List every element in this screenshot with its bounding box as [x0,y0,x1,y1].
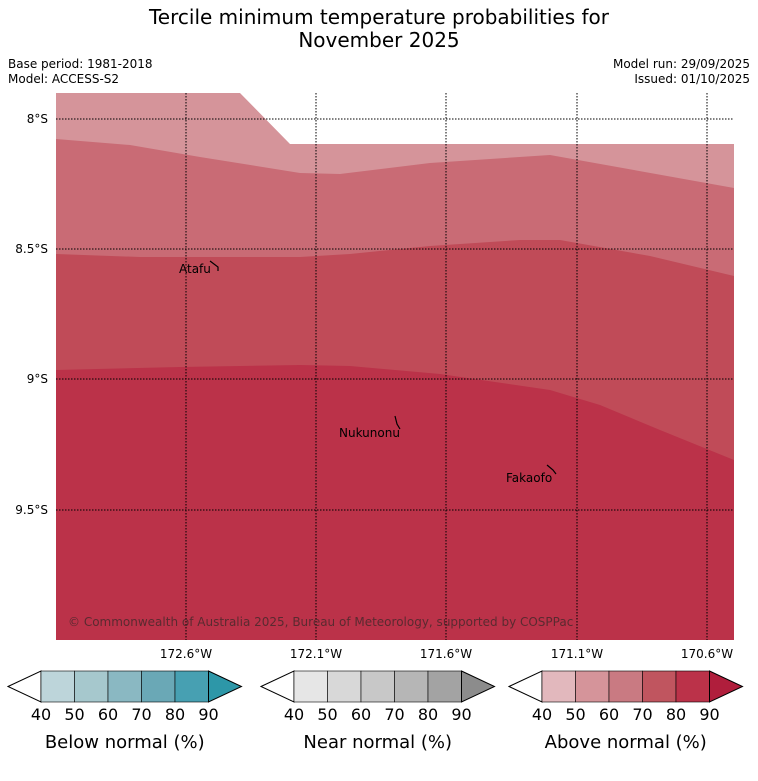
colorbar-segment [427,670,462,703]
lat-label-8-5s: 8.5°S [15,242,48,256]
colorbar-tick-label: 40 [31,705,51,724]
colorbar-tick-label: 60 [98,705,118,724]
meta-right: Model run: 29/09/2025 Issued: 01/10/2025 [613,57,750,87]
colorbar-tick-label: 90 [198,705,218,724]
colorbar-segment [608,670,643,703]
colorbar-tick-label: 80 [165,705,185,724]
colorbar-above-normal: 40 50 60 70 80 90 Above normal (%) [507,670,744,753]
colorbar-extend-low [259,670,295,703]
base-period: Base period: 1981-2018 [8,57,153,71]
lon-label-170-6w: 170.6°W [681,647,733,661]
colorbar-segment [107,670,142,703]
place-label-fakaofo: Fakaofo [506,471,552,485]
nukunonu-island-icon [394,415,401,430]
colorbar-tick-label: 60 [351,705,371,724]
colorbar-tick-label: 90 [699,705,719,724]
colorbar-extend-high [709,670,744,703]
colorbar-title: Below normal (%) [45,732,205,753]
place-label-atafu: Atafu [179,262,211,276]
lat-label-9s: 9°S [27,372,48,386]
colorbar-tick-label: 80 [666,705,686,724]
colorbar-tick-label: 40 [532,705,552,724]
colorbar-segment [575,670,610,703]
colorbar-tick-label: 40 [284,705,304,724]
colorbar-extend-low [6,670,42,703]
colorbar-segment [642,670,677,703]
colorbar-tick-label: 70 [384,705,404,724]
colorbar-title: Above normal (%) [545,732,707,753]
colorbar-tick-label: 50 [565,705,585,724]
model-run: Model run: 29/09/2025 [612,57,750,71]
colorbar-extend-low [507,670,543,703]
meta-left: Base period: 1981-2018 Model: ACCESS-S2 [8,57,153,87]
colorbar-near-normal: 40 50 60 70 80 90 Near normal (%) [259,670,496,753]
copyright-notice: © Commonwealth of Australia 2025, Bureau… [68,615,573,629]
lat-label-9-5s: 9.5°S [15,503,48,517]
colorbar-tick-label: 60 [599,705,619,724]
colorbar-tick-label: 80 [418,705,438,724]
colorbar-segment [675,670,710,703]
lon-label-172-1w: 172.1°W [290,647,342,661]
lon-label-172-6w: 172.6°W [160,647,212,661]
colorbar-segment [293,670,328,703]
atafu-island-icon [209,260,219,271]
colorbar-segment [541,670,576,703]
place-label-nukunonu: Nukunonu [339,426,400,440]
lat-label-8s: 8°S [27,112,48,126]
probability-map [56,93,734,640]
colorbar-segment [40,670,75,703]
lon-label-171-6w: 171.6°W [420,647,472,661]
colorbar-segment [327,670,362,703]
colorbar-tick-label: 90 [451,705,471,724]
colorbar-tick-label: 50 [64,705,84,724]
colorbar-segment [74,670,109,703]
colorbar-segment [394,670,429,703]
graticule [56,93,734,640]
map-title: Tercile minimum temperature probabilitie… [0,6,758,52]
colorbar-tick-label: 50 [317,705,337,724]
zone-70-80 [56,365,734,640]
title-line-1: Tercile minimum temperature probabilitie… [148,5,610,29]
model-name: Model: ACCESS-S2 [8,72,120,86]
lon-label-171-1w: 171.1°W [551,647,603,661]
fakaofo-island-icon [546,464,557,475]
colorbar-extend-high [208,670,243,703]
colorbar-segment [360,670,395,703]
colorbar-tick-label: 70 [131,705,151,724]
colorbar-below-normal: 40 50 60 70 80 90 Below normal (%) [6,670,243,753]
colorbar-tick-label: 70 [632,705,652,724]
colorbar-title: Near normal (%) [303,732,452,753]
title-line-2: November 2025 [298,28,460,52]
issued-date: Issued: 01/10/2025 [634,72,750,86]
colorbar-segment [141,670,176,703]
colorbar-segment [174,670,209,703]
colorbar-extend-high [461,670,496,703]
